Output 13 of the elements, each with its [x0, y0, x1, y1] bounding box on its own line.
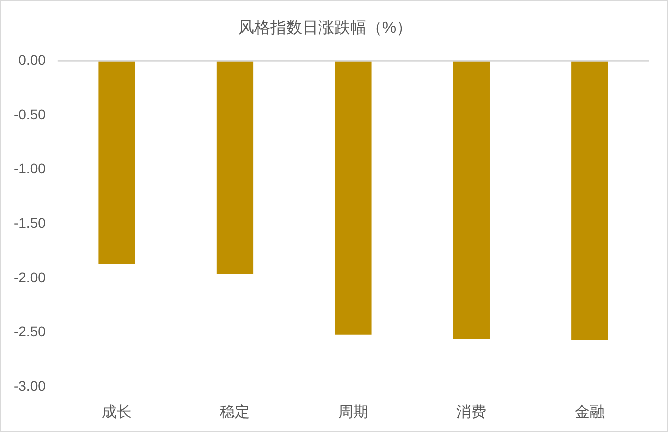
y-tick-label: -1.00	[14, 160, 46, 177]
x-tick-label: 稳定	[220, 404, 250, 422]
y-tick-label: -1.50	[14, 214, 46, 231]
y-tick-label: -3.00	[14, 378, 46, 394]
x-tick-label: 消费	[456, 404, 487, 422]
x-tick-label: 金融	[574, 404, 605, 422]
y-tick-label: 0.00	[18, 52, 46, 68]
y-tick-label: -2.50	[14, 324, 46, 340]
y-tick-label: -0.50	[14, 106, 46, 122]
x-tick-label: 周期	[338, 404, 368, 422]
x-tick-label: 成长	[102, 404, 132, 422]
y-tick-label: -2.00	[14, 269, 46, 286]
chart-title: 风格指数日涨跌幅（%）	[238, 19, 413, 38]
